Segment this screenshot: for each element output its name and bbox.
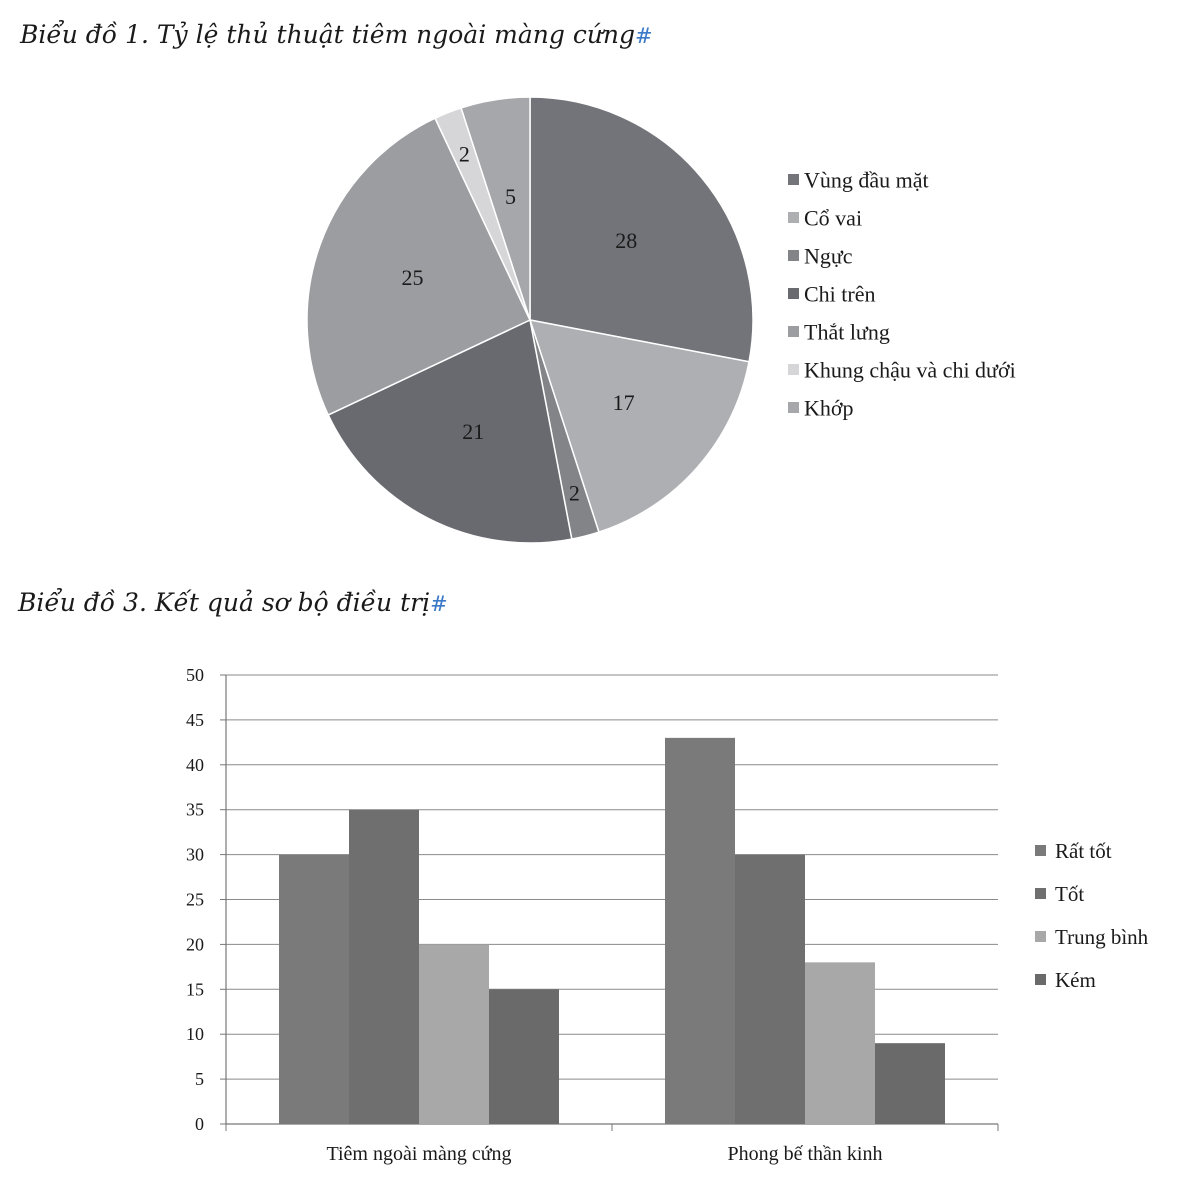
pie-slice-vung-dau-mat-label: 28	[615, 228, 637, 253]
y-tick-label: 40	[186, 755, 204, 775]
bar-kem-tiem-ngoai-mang-cung	[489, 989, 559, 1124]
pie-slice-khung-chau-va-chi-duoi-label: 2	[459, 142, 470, 167]
bar-legend-trung-binh-label: Trung bình	[1055, 925, 1149, 949]
bar-trung-binh-phong-be-than-kinh	[805, 962, 875, 1124]
bar-trung-binh-tiem-ngoai-mang-cung	[419, 944, 489, 1124]
pie-legend-that-lung-label: Thắt lưng	[804, 320, 890, 345]
bar-legend-kem-label: Kém	[1055, 968, 1096, 992]
bar-tot-phong-be-than-kinh	[735, 854, 805, 1124]
bar-legend-rat-tot-swatch	[1035, 845, 1046, 856]
y-tick-label: 0	[195, 1114, 204, 1134]
pie-slice-that-lung-label: 25	[402, 265, 424, 290]
pie-legend-khung-chau-va-chi-duoi-label: Khung chậu và chi dưới	[804, 358, 1016, 383]
bar-legend-tot-swatch	[1035, 888, 1046, 899]
y-tick-label: 5	[195, 1069, 204, 1089]
bar-rat-tot-phong-be-than-kinh	[665, 737, 735, 1124]
y-tick-label: 15	[186, 979, 204, 999]
caption-hash-mark: #	[635, 24, 653, 48]
y-tick-label: 20	[186, 934, 204, 954]
pie-legend-chi-tren-label: Chi trên	[804, 282, 876, 307]
pie-legend-khop-swatch	[788, 402, 799, 413]
bar-rat-tot-tiem-ngoai-mang-cung	[279, 854, 349, 1124]
pie-legend-co-vai-swatch	[788, 212, 799, 223]
pie-slice-co-vai	[528, 319, 750, 534]
pie-slice-vung-dau-mat	[529, 96, 754, 363]
y-tick-label: 35	[186, 800, 204, 820]
bar-legend-tot-label: Tốt	[1055, 882, 1084, 906]
x-category-label: Phong bế thần kinh	[728, 1143, 883, 1165]
chart2-caption: Biểu đồ 3. Kết quả sơ bộ điều trị#	[18, 588, 448, 617]
pie-legend-nguc-label: Ngực	[804, 244, 853, 269]
pie-legend-vung-dau-mat-label: Vùng đầu mặt	[804, 168, 929, 193]
y-tick-label: 25	[186, 890, 204, 910]
bar-legend-trung-binh-swatch	[1035, 931, 1046, 942]
pie-legend-chi-tren-swatch	[788, 288, 799, 299]
pie-slice-khop	[460, 96, 531, 321]
caption-hash-mark: #	[430, 592, 448, 616]
y-tick-label: 10	[186, 1024, 204, 1044]
chart2-caption-text: Biểu đồ 3. Kết quả sơ bộ điều trị	[18, 588, 431, 617]
pie-legend-vung-dau-mat-swatch	[788, 174, 799, 185]
chart1-caption-text: Biểu đồ 1. Tỷ lệ thủ thuật tiêm ngoài mà…	[20, 20, 636, 49]
pie-legend: Vùng đầu mặt Cổ vai Ngực Chi trên Thắt lưng K…	[788, 168, 1016, 421]
x-category-label: Tiêm ngoài màng cứng	[326, 1143, 511, 1165]
y-tick-label: 30	[186, 845, 204, 865]
bar-legend-rat-tot-label: Rất tốt	[1055, 839, 1112, 863]
pie-slice-chi-tren-label: 21	[462, 419, 484, 444]
pie-slice-chi-tren	[327, 318, 573, 544]
pie-legend-that-lung-swatch	[788, 326, 799, 337]
pie-legend-nguc-swatch	[788, 250, 799, 261]
y-tick-label: 50	[186, 665, 204, 685]
bar-chart: 0 5 10 15 20 25 30 35 40 45 50 Tiêm ngoài màng cứng…	[186, 665, 999, 1165]
pie-legend-co-vai-label: Cổ vai	[804, 206, 862, 231]
y-tick-label: 45	[186, 710, 204, 730]
bar-legend-kem-swatch	[1035, 974, 1046, 985]
pie-slice-co-vai-label: 17	[613, 390, 635, 415]
pie-slice-nguc-label: 2	[569, 480, 580, 505]
bar-kem-phong-be-than-kinh	[875, 1043, 945, 1124]
pie-slice-khop-label: 5	[505, 184, 516, 209]
pie-legend-khop-label: Khớp	[804, 396, 854, 421]
pie-legend-khung-chau-va-chi-duoi-swatch	[788, 364, 799, 375]
pie-slice-that-lung	[306, 117, 531, 416]
bar-legend: Rất tốt Tốt Trung bình Kém	[1035, 839, 1149, 992]
chart1-caption: Biểu đồ 1. Tỷ lệ thủ thuật tiêm ngoài mà…	[20, 20, 653, 49]
bar-tot-tiem-ngoai-mang-cung	[349, 809, 419, 1124]
